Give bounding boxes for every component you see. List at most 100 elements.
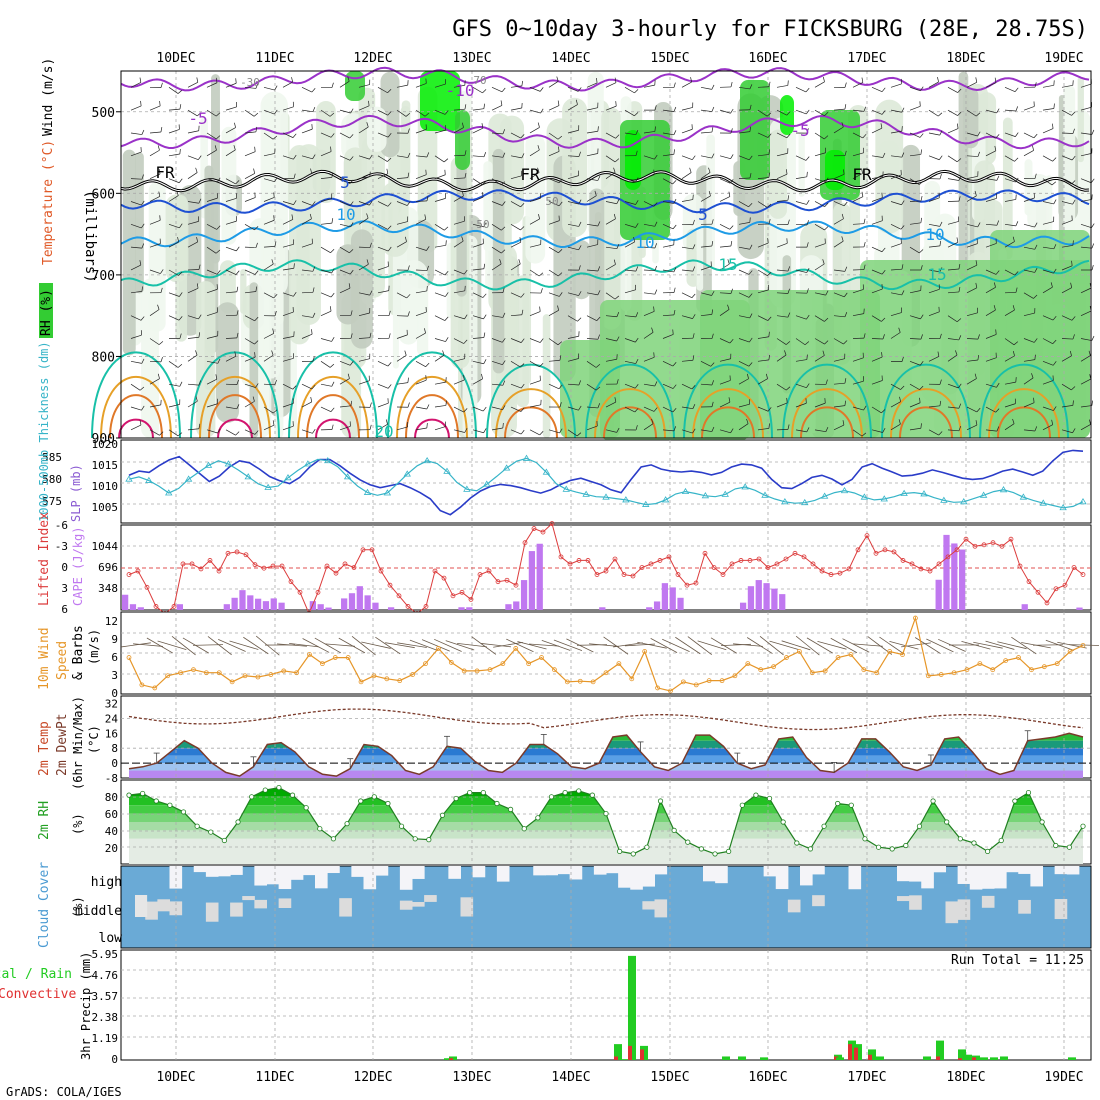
- wind-barb-flag: [806, 314, 810, 320]
- wind-barb-flag: [937, 77, 939, 83]
- wind-barb: [662, 429, 674, 432]
- wind-barb-flag: [653, 169, 655, 175]
- wind-barb: [1004, 132, 1016, 137]
- warm-dome: [387, 351, 477, 439]
- wind-barb: [624, 241, 635, 248]
- wind-barb: [301, 243, 313, 248]
- rh2m-marker: [644, 844, 650, 850]
- wind-barb: [586, 130, 598, 134]
- wind-barb-flag: [463, 269, 468, 275]
- cape-bar: [239, 590, 246, 610]
- wind-barb: [529, 109, 541, 114]
- wind-barb: [795, 383, 807, 389]
- wind-barb-flag: [426, 265, 429, 271]
- wind-barb-flag: [711, 309, 714, 315]
- wind-barb: [225, 127, 236, 134]
- wind-barb: [1061, 265, 1073, 271]
- cloud-high-cell: [496, 866, 510, 882]
- wind-barb-flag: [616, 427, 620, 433]
- wind-barb: [852, 152, 864, 157]
- lifted-marker: [180, 561, 186, 567]
- wind-barb-flag: [596, 386, 601, 391]
- cape-bar: [458, 607, 465, 610]
- wind-barb: [605, 132, 616, 139]
- barb10m-tail: [458, 644, 475, 651]
- wind-barb: [643, 155, 655, 160]
- wind-barb-flag: [824, 202, 829, 207]
- isotherm-10: [120, 220, 1090, 249]
- wind-speed-marker: [861, 667, 867, 673]
- wind-barb-flag: [711, 219, 714, 225]
- wind-barb-flag: [806, 128, 809, 134]
- wind-barb: [168, 129, 180, 134]
- wind-barb: [149, 105, 161, 111]
- lifted-marker: [873, 550, 879, 556]
- wind-barb: [833, 174, 845, 179]
- wind-barb: [909, 361, 921, 366]
- wind-barb-flag: [141, 200, 145, 206]
- p4-ylabel-units: (m/s): [87, 629, 101, 665]
- wind-barb: [966, 264, 978, 271]
- wind-barb-flag: [958, 286, 961, 293]
- wind-barb-flag: [1051, 419, 1054, 425]
- wind-barb-flag: [1071, 180, 1076, 185]
- wind-barb: [814, 355, 825, 362]
- rh2m-marker: [603, 810, 609, 817]
- wind-barb-flag: [806, 242, 809, 248]
- barb10m: [421, 639, 436, 646]
- thickness-marker: [602, 493, 610, 500]
- wind-barb: [833, 315, 845, 318]
- wind-barb-flag: [749, 173, 752, 179]
- wind-barb-flag: [1014, 157, 1019, 162]
- wind-barb-flag: [920, 217, 922, 223]
- barb10m-tail: [362, 644, 376, 656]
- wind-barb: [871, 315, 882, 322]
- precip-conv-bar: [972, 1057, 976, 1060]
- thickness-tick: 580: [42, 473, 62, 486]
- wind-barb-flag: [711, 84, 715, 90]
- wind-barb: [985, 178, 997, 181]
- rh-moist-area: [420, 71, 460, 131]
- wind-barb: [320, 246, 331, 254]
- barb10m: [481, 643, 496, 646]
- wind-barb-flag: [768, 172, 771, 178]
- wind-barb: [377, 383, 389, 389]
- wind-barb-flag: [730, 108, 734, 114]
- barb10m: [889, 641, 904, 646]
- lifted-marker: [675, 572, 681, 577]
- wind-barb-flag: [407, 265, 410, 271]
- wind-barb-flag: [404, 236, 407, 242]
- date-top-16DEC: 16DEC: [748, 51, 787, 66]
- wind-barb-flag: [537, 122, 540, 128]
- warm-dome: [495, 388, 567, 439]
- p8-ylabel-2: Convective: [0, 987, 76, 1002]
- wind-barb-flag: [312, 106, 316, 112]
- wind-barb-flag: [274, 109, 278, 115]
- wind-barb-flag: [177, 236, 180, 242]
- cloud-mid-cell: [157, 899, 170, 912]
- wind-barb: [909, 427, 921, 431]
- rh-streak: [350, 229, 373, 349]
- thickness-line: [128, 457, 1084, 509]
- wind-barb: [738, 201, 749, 208]
- wind-barb: [263, 153, 275, 157]
- wind-barb-flag: [141, 286, 143, 292]
- wind-barb-flag: [557, 341, 563, 346]
- wind-barb-flag: [710, 362, 715, 367]
- wind-barb: [966, 338, 979, 340]
- wind-barb-flag: [806, 220, 809, 226]
- wind-barb: [909, 402, 921, 408]
- wind-barb: [567, 429, 578, 437]
- wind-barb-flag: [614, 295, 620, 300]
- wind-barb-flag: [236, 332, 239, 338]
- thickness-marker: [383, 489, 392, 496]
- barb10m-tail: [290, 644, 307, 647]
- wind-barb: [187, 81, 198, 88]
- wind-speed-marker: [925, 673, 931, 679]
- wind-barb: [244, 197, 256, 202]
- ytick-label: 600: [92, 187, 115, 202]
- wind-barb: [1061, 132, 1074, 134]
- wind-barb: [757, 406, 769, 412]
- wind-barb: [1042, 178, 1053, 186]
- wind-barb: [434, 109, 446, 115]
